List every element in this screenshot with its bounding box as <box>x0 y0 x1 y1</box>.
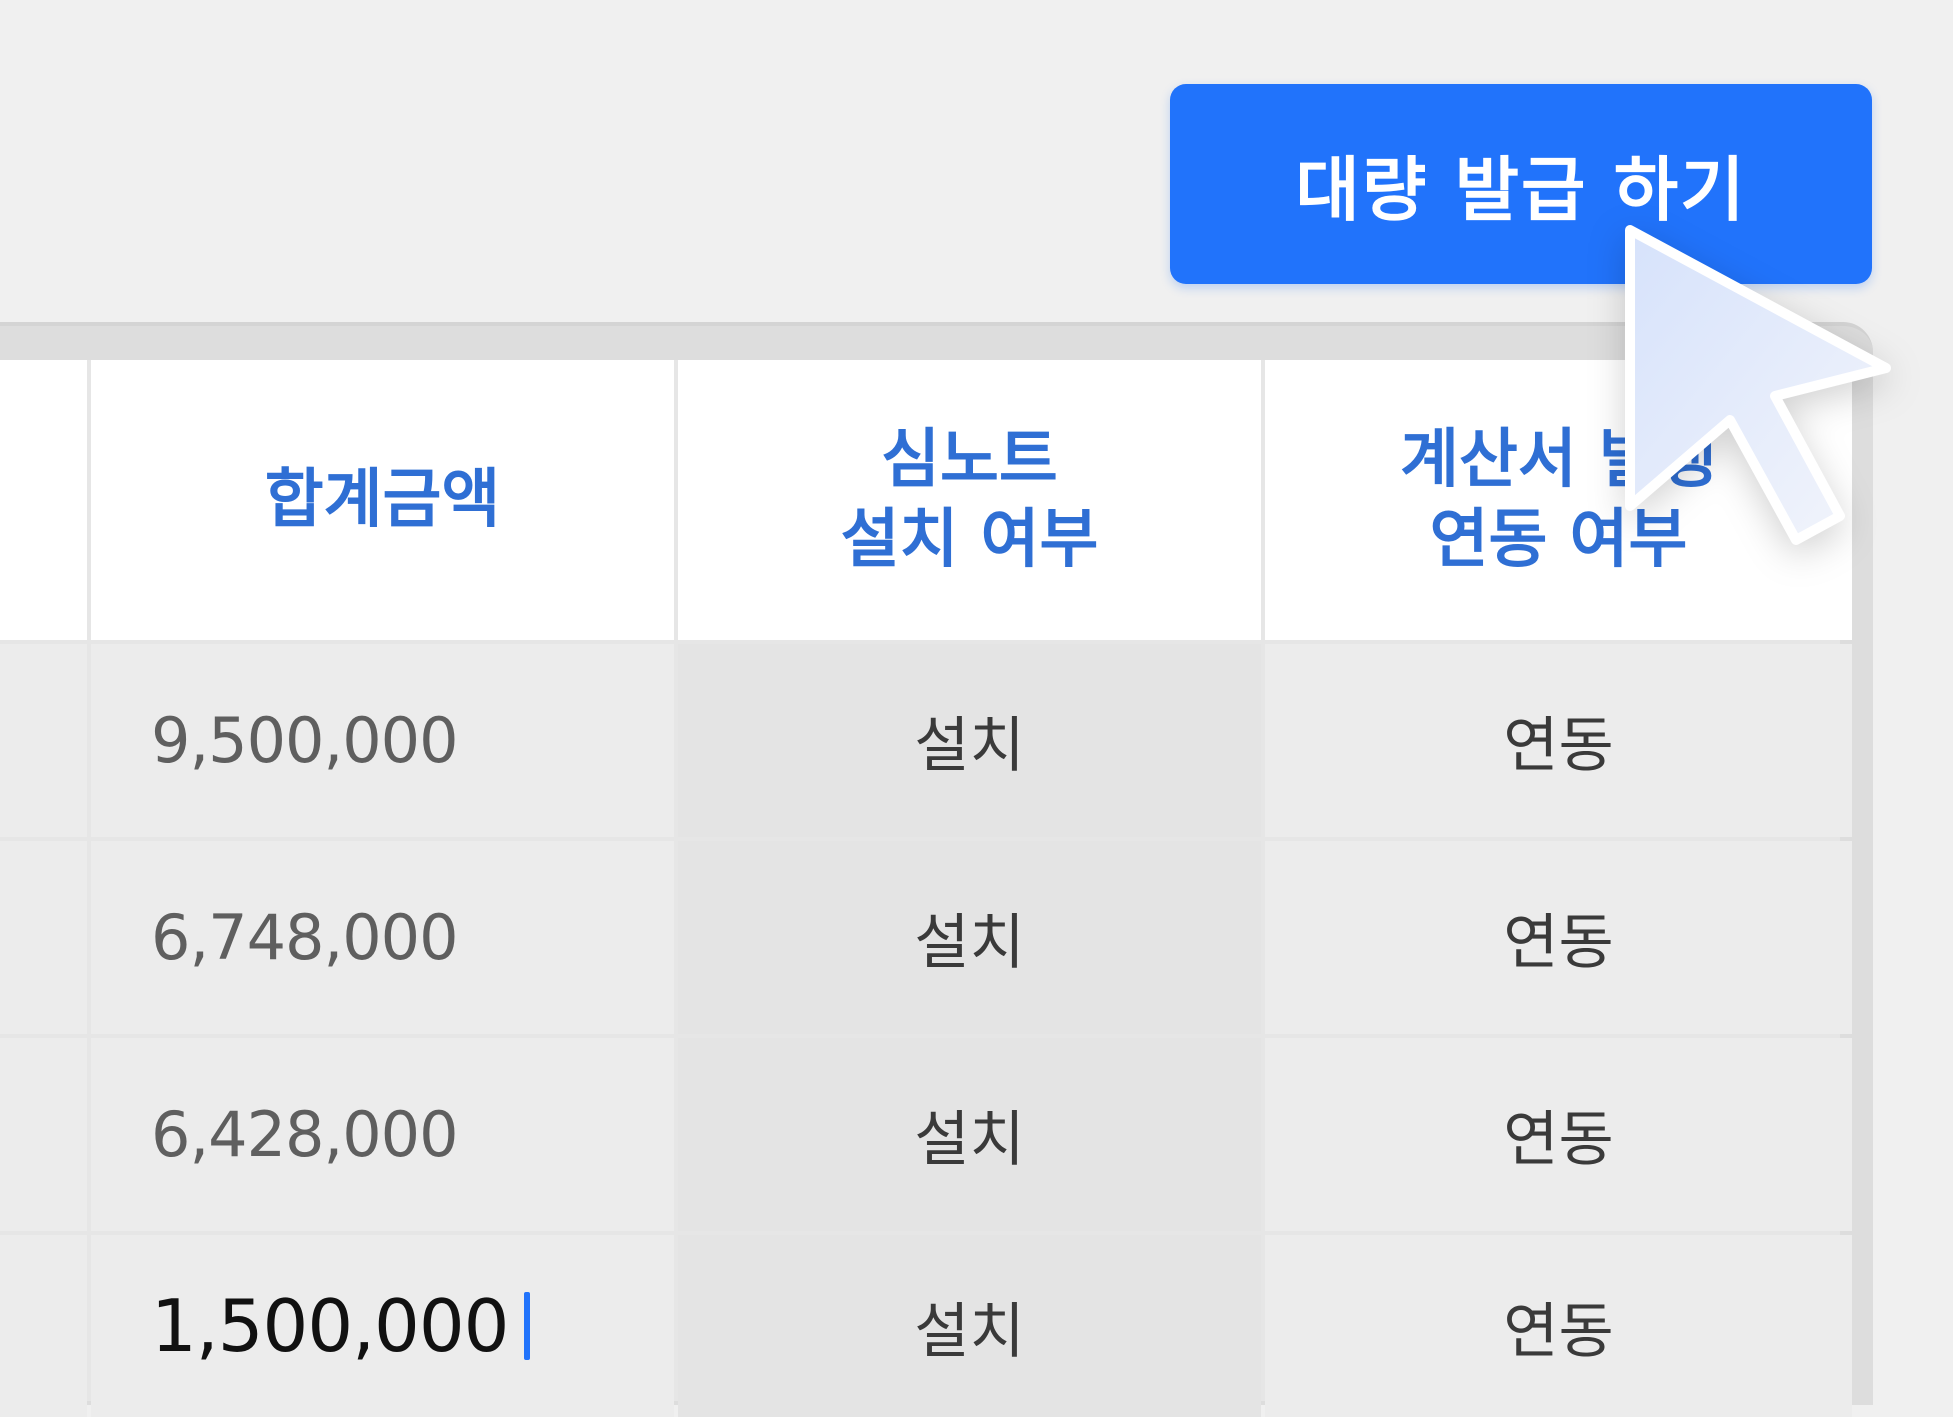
amount-value: 9,500,000 <box>151 704 459 777</box>
bulk-issue-button[interactable]: 대량 발급 하기 <box>1170 84 1872 284</box>
table-row-stub <box>0 1038 87 1231</box>
amount-value: 1,500,000 <box>151 1284 509 1368</box>
invoice-table: 합계금액 심노트 설치 여부 계산서 발행 연동 여부 9,500,000 설치… <box>0 360 1852 1417</box>
install-value: 설치 <box>914 1105 1025 1175</box>
link-cell: 연동 <box>1265 644 1852 837</box>
amount-input-active[interactable]: 1,500,000 <box>91 1235 674 1417</box>
table-row-stub <box>0 841 87 1034</box>
link-cell: 연동 <box>1265 1038 1852 1231</box>
link-value: 연동 <box>1503 908 1614 978</box>
amount-value: 6,428,000 <box>151 1098 459 1171</box>
install-cell: 설치 <box>678 841 1261 1034</box>
install-value: 설치 <box>914 908 1025 978</box>
amount-cell[interactable]: 9,500,000 <box>91 644 674 837</box>
amount-value: 6,748,000 <box>151 901 459 974</box>
link-cell: 연동 <box>1265 841 1852 1034</box>
header-total-amount: 합계금액 <box>91 360 674 640</box>
header-invoice-link: 계산서 발행 연동 여부 <box>1265 360 1852 640</box>
install-value: 설치 <box>914 711 1025 781</box>
header-simnote-install-line2: 설치 여부 <box>840 503 1099 577</box>
link-value: 연동 <box>1503 1296 1614 1367</box>
link-cell: 연동 <box>1265 1235 1852 1417</box>
header-invoice-link-line1: 계산서 발행 <box>1400 423 1717 497</box>
header-simnote-install-line1: 심노트 <box>881 423 1058 497</box>
header-invoice-link-line2: 연동 여부 <box>1429 503 1688 577</box>
header-total-amount-label: 합계금액 <box>264 463 501 537</box>
table-header-stub <box>0 360 87 640</box>
install-value: 설치 <box>914 1296 1025 1367</box>
table-row-stub <box>0 644 87 837</box>
table-row-stub <box>0 1235 87 1417</box>
text-caret <box>524 1292 531 1360</box>
amount-cell[interactable]: 6,748,000 <box>91 841 674 1034</box>
install-cell: 설치 <box>678 644 1261 837</box>
install-cell: 설치 <box>678 1038 1261 1231</box>
amount-cell[interactable]: 6,428,000 <box>91 1038 674 1231</box>
link-value: 연동 <box>1503 711 1614 781</box>
install-cell: 설치 <box>678 1235 1261 1417</box>
header-simnote-install: 심노트 설치 여부 <box>678 360 1261 640</box>
link-value: 연동 <box>1503 1105 1614 1175</box>
